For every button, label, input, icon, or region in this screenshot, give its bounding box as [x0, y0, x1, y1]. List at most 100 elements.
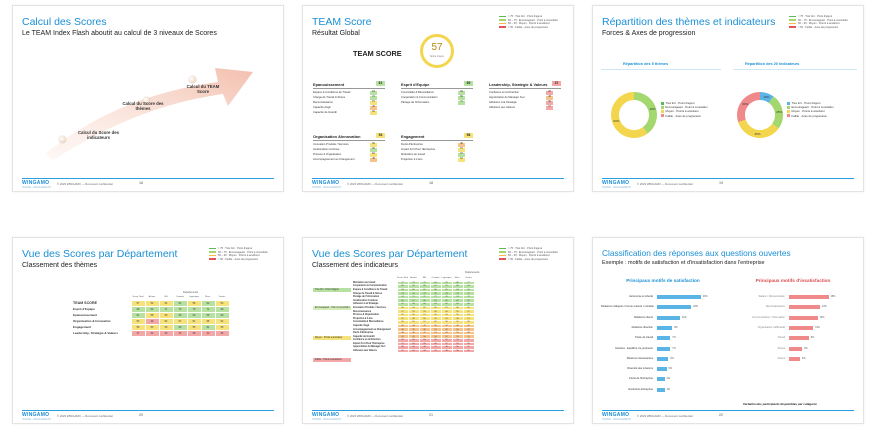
row-label: TEAM SCORE	[73, 300, 131, 306]
slide-subtitle: Classement des indicateurs	[312, 262, 398, 269]
copyright: © 2023 WINGAMO — Document confidentiel	[347, 182, 403, 186]
row-label: Innovation Produits / Services	[353, 306, 397, 310]
column-header: Logistique	[441, 276, 452, 281]
score-cell: 38	[440, 348, 453, 354]
slide-team-score[interactable]: TEAM Score Résultat Global > 75 : Très f…	[302, 5, 574, 192]
row-label: Confiance en la Direction	[353, 338, 397, 343]
donut-segment	[633, 92, 657, 134]
divider	[733, 69, 857, 70]
table-row: Fierté d'Entreprise 48 46 47 52 49 51 48	[353, 330, 475, 336]
satisfaction-bar-row: Missions intéressantes 6%	[601, 356, 731, 363]
donut-legend-indicateurs: Très fort · Point d'appui Encourageant ·…	[787, 101, 834, 118]
score-cell: 37	[130, 329, 146, 337]
satisfaction-bar-row: Evolutions Entreprise 4%	[601, 387, 731, 394]
slide-scores-departement-indicateurs[interactable]: Vue des Scores par Département Classemen…	[302, 237, 574, 424]
bar-label: Evolutions Entreprise	[628, 387, 653, 391]
brand-logo: WINGAMO	[22, 412, 50, 418]
row-label: Accompagnement au Changement	[353, 327, 397, 332]
column-header: Score Total	[131, 294, 145, 300]
bar-value: 9%	[810, 336, 815, 340]
brand-tagline: HUMAN · ENGAGEMENT	[602, 418, 632, 421]
copyright: © 2023 WINGAMO — Document confidentiel	[347, 414, 403, 418]
satisfaction-bar	[657, 377, 665, 382]
bar-value: 12%	[681, 315, 687, 319]
legend-swatch	[789, 26, 796, 28]
row-label: Capacité d'agir	[353, 324, 397, 328]
bar-label: Fierté de l'Entreprise	[629, 377, 653, 381]
donut-segment	[611, 92, 648, 138]
bar-value: 5%	[668, 367, 672, 371]
satisfaction-bar-row: Autonomie et Liberté 23%	[601, 294, 731, 301]
slide-subtitle: Forces & Axes de progression	[602, 30, 696, 37]
score-cell: 40	[200, 329, 216, 337]
row-label: Amélioration Continue	[353, 298, 397, 303]
satisfaction-bar	[657, 387, 665, 392]
donut-chart-indicateurs: 10% 25% 35% 30%	[737, 92, 783, 138]
bar-value: 14%	[821, 305, 827, 309]
slide-scores-departement-themes[interactable]: Vue des Scores par Département Classemen…	[12, 237, 284, 424]
row-label: Reconnaissance	[353, 309, 397, 314]
slide-title: Calcul des Scores	[22, 16, 107, 28]
footer-line	[602, 410, 854, 411]
row-label: Partage de l'information	[353, 295, 397, 299]
row-label: Espace & Conditions de Travail	[353, 288, 397, 292]
donut-label: 30%	[742, 102, 748, 106]
slide-classification-reponses[interactable]: Classification des réponses aux question…	[592, 237, 864, 424]
row-label: Process & Organisation	[353, 313, 397, 317]
slide-calcul-des-scores[interactable]: Calcul des Scores Le TEAM Index Flash ab…	[12, 5, 284, 192]
donut-segment	[738, 119, 779, 138]
legend-swatch	[499, 26, 506, 28]
bar-label: Organisation / Efficacité	[757, 325, 785, 329]
insatisfaction-bar-row: Salaire / Rémunération 18%	[733, 294, 861, 301]
table-row: Leadership, Stratégie & Valeurs 37 34 30 45 3…	[73, 329, 230, 337]
slide-title: TEAM Score	[312, 16, 372, 28]
score-cell: 33	[407, 348, 420, 354]
table-row: Adhésion aux Valeurs 37 33 34 41 38 39 36	[353, 348, 475, 354]
donut-label: 10%	[763, 95, 769, 99]
progress-arrow-graphic	[45, 68, 253, 160]
page-number: 20	[139, 413, 143, 417]
brand-tagline: HUMAN · ENGAGEMENT	[22, 418, 52, 421]
column-header: Compta	[430, 276, 441, 281]
brand-logo: WINGAMO	[602, 412, 630, 418]
insatisfaction-bar	[789, 325, 814, 330]
satisfaction-bar	[657, 356, 669, 361]
donut-legend-themes: Très fort · Point d'appui Encourageant ·…	[661, 101, 708, 118]
legend-swatch	[499, 19, 506, 21]
footer-line	[22, 178, 274, 179]
row-label: Engagement	[73, 324, 131, 330]
score-legend: > 75 : Très fort · Point d'appui 60 – 75…	[499, 247, 558, 261]
satisfaction-bar	[657, 325, 673, 330]
legend-swatch	[209, 258, 216, 260]
brand-logo: WINGAMO	[312, 412, 340, 418]
bar-label: Autonomie et Liberté	[629, 295, 653, 298]
table-row: Process & Organisation 52 50 51 56 53 55 51	[353, 312, 475, 318]
slide-repartition[interactable]: Répartition des thèmes et indicateurs Fo…	[592, 5, 864, 192]
slide-title: Classification des réponses aux question…	[602, 248, 791, 258]
themes-table: Score Total Achats RH Compta Logistique Marc.…	[73, 294, 230, 337]
legend-swatch	[499, 247, 506, 250]
page-number: 18	[429, 181, 433, 185]
donut-label: 40%	[650, 107, 656, 111]
bar-label: Relations clients	[634, 315, 653, 319]
bar-value: 18%	[830, 295, 836, 298]
table-row: Projection à 2 ans 52 49 50 55 53 56 51	[353, 316, 475, 321]
score-cell: 45	[172, 329, 188, 337]
copyright: © 2023 WINGAMO — Document confidentiel	[57, 182, 113, 186]
table-row: Espace & Conditions de Travail 63 60 62 66 65…	[353, 287, 475, 293]
bar-value: 23%	[702, 295, 708, 298]
bar-value: 6%	[670, 356, 674, 360]
category-engagement: Engagement 56 Fierté d'Entreprise 48 Impac…	[401, 133, 473, 163]
score-cell: 41	[429, 348, 442, 354]
score-cell: 36	[462, 348, 475, 354]
satisfaction-bar	[657, 346, 671, 351]
legend-swatch	[209, 254, 216, 257]
column-header: Achats	[145, 294, 159, 300]
table-row: Amélioration Continue 60 57 58 63 62 62 59	[353, 298, 475, 304]
insatisfaction-bar	[789, 305, 820, 310]
score-cell: 37	[396, 348, 409, 354]
column-header: Marc.	[201, 294, 215, 300]
legend-swatch	[789, 15, 796, 18]
insatisfaction-bar	[789, 346, 803, 351]
tag-moyen: Moyen · Points à améliorer	[313, 336, 351, 340]
